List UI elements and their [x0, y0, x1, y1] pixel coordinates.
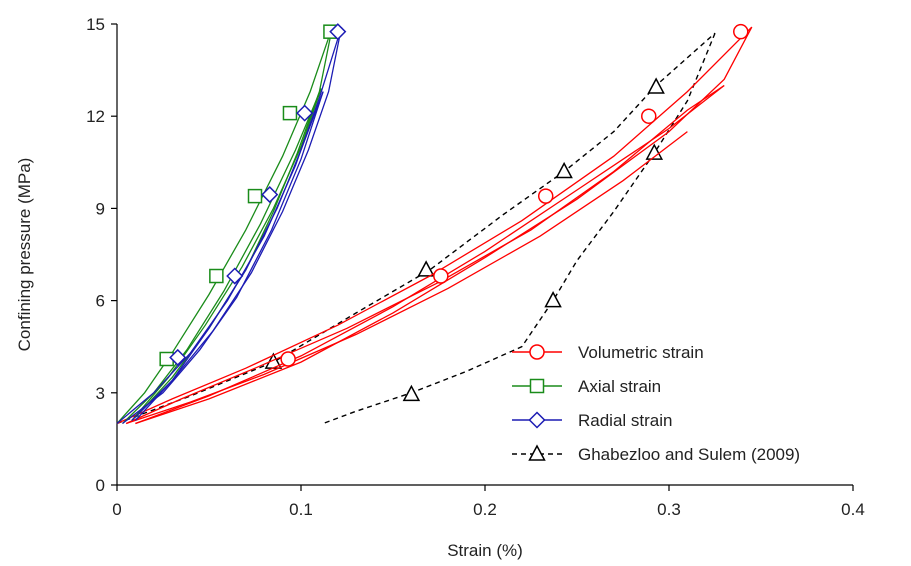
series-line: [116, 26, 333, 424]
x-tick-label: 0.3: [657, 500, 681, 519]
legend-marker: [528, 411, 546, 429]
legend-item: Volumetric strain: [512, 343, 704, 362]
series-line: [116, 32, 716, 425]
data-point: [169, 348, 187, 367]
data-point: [226, 267, 244, 285]
series-circle: [116, 23, 753, 425]
data-point: [417, 260, 435, 277]
legend-label: Volumetric strain: [578, 343, 704, 362]
series-layer: [116, 23, 753, 425]
y-tick-label: 15: [86, 15, 105, 34]
legend-item: Axial strain: [512, 377, 661, 396]
series-square: [116, 24, 338, 424]
y-tick-label: 9: [96, 199, 105, 218]
data-point: [296, 104, 314, 122]
x-tick-label: 0.4: [841, 500, 865, 519]
data-point: [282, 105, 298, 121]
data-point: [261, 186, 279, 204]
data-point: [402, 384, 421, 402]
series-line: [122, 88, 322, 424]
x-axis-title: Strain (%): [447, 541, 523, 560]
y-tick-label: 12: [86, 107, 105, 126]
x-tick-label: 0.1: [289, 500, 313, 519]
legend-label: Axial strain: [578, 377, 661, 396]
series-line: [322, 32, 716, 425]
legend-marker: [528, 444, 546, 461]
data-point: [733, 23, 749, 40]
x-ticks: 0 0.1 0.2 0.3 0.4: [112, 485, 865, 519]
data-point: [247, 188, 263, 204]
series-line: [135, 26, 753, 425]
legend: Volumetric strain Axial strain Radial stra…: [512, 343, 800, 464]
data-point: [280, 351, 296, 367]
series-triangle: [116, 32, 716, 425]
y-axis-title: Confining pressure (MPa): [15, 158, 34, 352]
series-diamond: [116, 23, 347, 425]
legend-label: Radial strain: [578, 411, 673, 430]
legend-marker: [529, 344, 545, 360]
legend-marker: [529, 378, 545, 394]
series-line: [131, 91, 324, 421]
y-ticks: 0 3 6 9 12 15: [86, 15, 117, 495]
y-tick-label: 3: [96, 384, 105, 403]
y-tick-label: 0: [96, 476, 105, 495]
legend-item: Ghabezloo and Sulem (2009): [512, 444, 800, 464]
data-point: [641, 108, 657, 124]
series-line: [116, 26, 753, 425]
series-line: [116, 26, 343, 424]
x-tick-label: 0.2: [473, 500, 497, 519]
series-line: [134, 26, 343, 421]
data-point: [555, 161, 573, 179]
legend-item: Radial strain: [512, 411, 673, 430]
series-line: [122, 91, 324, 425]
legend-label: Ghabezloo and Sulem (2009): [578, 445, 800, 464]
x-tick-label: 0: [112, 500, 121, 519]
data-point: [647, 77, 665, 94]
data-point: [209, 268, 224, 284]
data-point: [433, 268, 449, 284]
series-line: [125, 131, 688, 425]
y-tick-label: 6: [96, 292, 105, 311]
data-point: [544, 291, 562, 308]
data-point: [645, 143, 664, 160]
axes: 0 0.1 0.2 0.3 0.4 0 3 6 9 12 15: [86, 15, 865, 519]
series-line: [125, 84, 725, 425]
data-point: [537, 188, 554, 204]
data-point: [329, 23, 347, 41]
